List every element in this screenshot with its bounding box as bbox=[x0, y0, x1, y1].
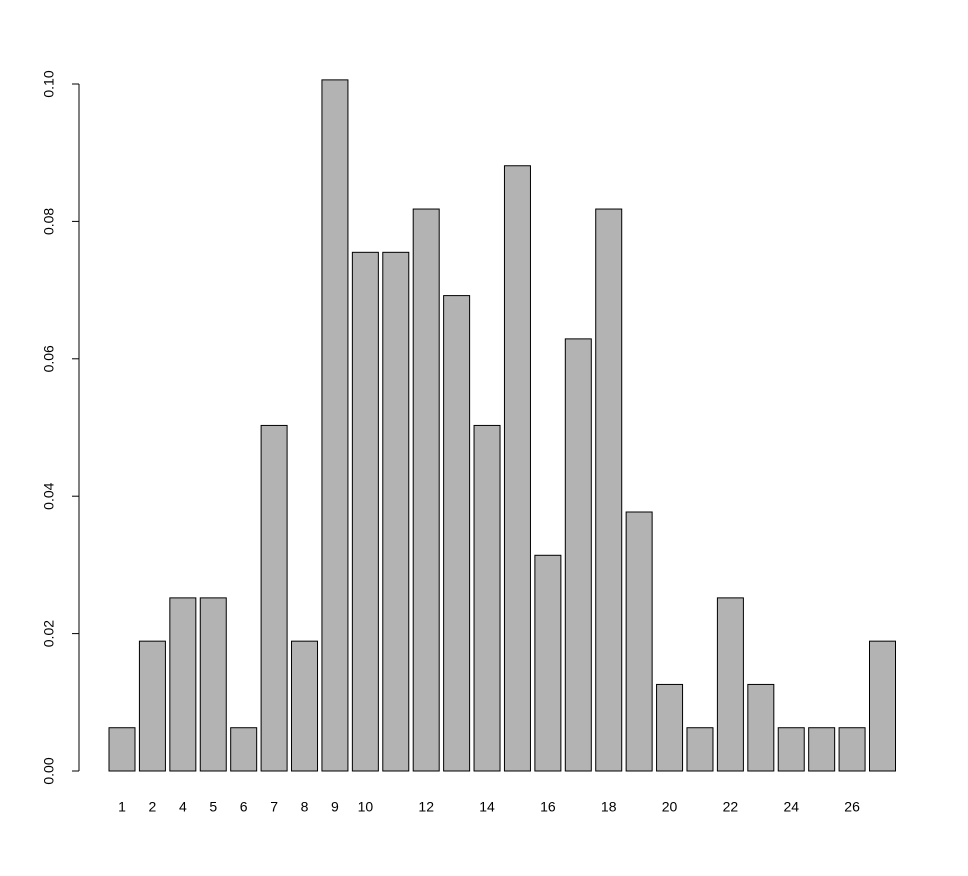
bar bbox=[230, 727, 258, 772]
bar bbox=[291, 640, 319, 772]
bar bbox=[716, 597, 744, 772]
bar bbox=[108, 727, 136, 772]
bar bbox=[321, 79, 349, 772]
bar bbox=[595, 208, 623, 772]
bar bbox=[625, 511, 653, 772]
x-tick-label: 10 bbox=[358, 799, 374, 815]
x-tick-label: 4 bbox=[179, 799, 187, 815]
x-tick-label: 14 bbox=[479, 799, 495, 815]
y-tick-label: 0.10 bbox=[41, 70, 57, 97]
bar bbox=[382, 251, 410, 772]
bar bbox=[503, 165, 531, 772]
bar bbox=[473, 424, 501, 772]
bar bbox=[260, 424, 288, 772]
bar bbox=[747, 683, 775, 772]
bar bbox=[808, 727, 836, 772]
bar bbox=[412, 208, 440, 772]
x-tick-label: 24 bbox=[783, 799, 799, 815]
bar bbox=[199, 597, 227, 772]
x-tick-label: 2 bbox=[149, 799, 157, 815]
bar bbox=[838, 727, 866, 772]
x-tick-label: 7 bbox=[270, 799, 278, 815]
bar bbox=[869, 640, 896, 772]
x-tick-label: 16 bbox=[540, 799, 556, 815]
x-tick-label: 20 bbox=[662, 799, 678, 815]
bar bbox=[443, 295, 471, 772]
bar bbox=[564, 338, 592, 772]
y-tick-label: 0.08 bbox=[41, 208, 57, 235]
bar bbox=[351, 251, 379, 772]
bar bbox=[656, 683, 684, 772]
x-tick-label: 8 bbox=[301, 799, 309, 815]
x-tick-label: 12 bbox=[418, 799, 434, 815]
x-tick-label: 18 bbox=[601, 799, 617, 815]
bar bbox=[686, 727, 714, 772]
x-tick-label: 5 bbox=[209, 799, 217, 815]
y-tick-label: 0.02 bbox=[41, 620, 57, 647]
x-tick-label: 6 bbox=[240, 799, 248, 815]
y-tick-label: 0.06 bbox=[41, 345, 57, 372]
y-tick-label: 0.04 bbox=[41, 482, 57, 509]
x-tick-label: 26 bbox=[844, 799, 860, 815]
bar bbox=[777, 727, 805, 772]
x-tick-label: 1 bbox=[118, 799, 126, 815]
bar bbox=[534, 554, 562, 772]
x-tick-label: 9 bbox=[331, 799, 339, 815]
x-tick-label: 22 bbox=[723, 799, 739, 815]
bar bbox=[169, 597, 197, 772]
bar bbox=[138, 640, 166, 772]
y-tick-label: 0.00 bbox=[41, 757, 57, 784]
